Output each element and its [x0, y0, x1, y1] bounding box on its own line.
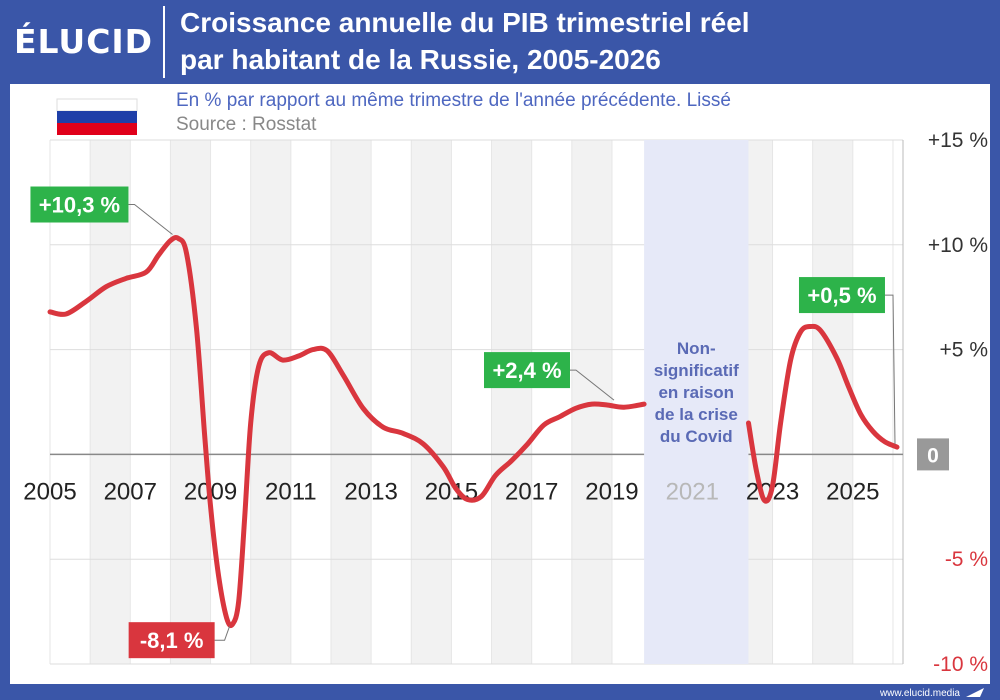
x-tick-label: 2017 — [505, 478, 558, 505]
x-tick-label: 2007 — [104, 478, 157, 505]
year-band-2012 — [330, 140, 372, 664]
y-tick-labels: +15 % +10 % +5 % 0 -5 % -10 % — [917, 129, 988, 676]
year-band-2024 — [812, 140, 853, 664]
x-tick-label: 2011 — [265, 478, 317, 505]
footer-url[interactable]: www.elucid.media — [879, 688, 960, 699]
logo-divider — [163, 6, 165, 78]
annotation-label-4: +0,5 % — [807, 283, 876, 308]
flag-stripe-blue — [57, 111, 137, 123]
y-tick-label: +5 % — [940, 339, 988, 362]
x-tick-label: 2019 — [585, 478, 638, 505]
year-band-2010 — [250, 140, 291, 664]
chart-panel: Non-significatif en raison de la crise du C… — [10, 84, 990, 684]
y-tick-label: -5 % — [945, 548, 988, 571]
covid-label-line: en raison — [658, 383, 734, 402]
annotation-label-3: +2,4 % — [492, 358, 561, 383]
year-band-2014 — [411, 140, 452, 664]
annotation-leader-2 — [214, 626, 231, 641]
year-band-2006 — [90, 140, 131, 664]
covid-band-rect — [644, 140, 749, 664]
series-line-segment-1 — [47, 235, 647, 629]
chart-title: Croissance annuelle du PIB trimestriel r… — [180, 4, 980, 78]
annotation-label-1: +10,3 % — [39, 193, 120, 218]
chart-subtitle: En % par rapport au même trimestre de l'… — [176, 90, 731, 111]
annotation-box-3 — [484, 352, 571, 389]
series-line-segment-2 — [746, 323, 900, 504]
flag-stripe-white — [56, 98, 138, 112]
covid-label-line: significatif — [654, 361, 739, 380]
flag-stripe-red — [57, 123, 137, 135]
annotation-box-4 — [798, 277, 885, 314]
y-tick-label: 0 — [927, 444, 939, 467]
line-chart: Non-significatif en raison de la crise du C… — [23, 90, 988, 676]
y-tick-label: +10 % — [928, 234, 988, 257]
title-line-2: par habitant de la Russie, 2005-2026 — [180, 44, 661, 75]
x-tick-label: 2005 — [23, 478, 76, 505]
annotation-leader-3 — [570, 369, 615, 401]
annotation-box-1 — [30, 186, 129, 223]
x-tick-label: 2013 — [344, 478, 397, 505]
gdp-growth-series — [47, 235, 900, 629]
covid-label-line: de la crise — [655, 405, 738, 424]
y-tick-label: -10 % — [933, 653, 988, 676]
annotation-label-2: -8,1 % — [140, 628, 204, 653]
x-tick-label: 2025 — [826, 478, 879, 505]
elucid-mark-icon — [966, 688, 984, 697]
covid-label-line: Non- — [677, 339, 716, 358]
chart-source: Source : Rosstat — [176, 114, 317, 135]
x-tick-label: 2021 — [666, 478, 719, 505]
annotation-leader-1 — [128, 204, 173, 235]
y-tick-label: +15 % — [928, 129, 988, 152]
data-annotations: +10,3 % -8,1 % +2,4 % +0,5 % — [30, 186, 896, 659]
header: ÉLUCID Croissance annuelle du PIB trimes… — [0, 0, 1000, 84]
russia-flag-icon — [56, 98, 138, 135]
covid-band: Non-significatif en raison de la crise du C… — [644, 140, 749, 664]
title-line-1: Croissance annuelle du PIB trimestriel r… — [180, 7, 750, 38]
annotation-leader-4 — [885, 294, 896, 445]
annotation-box-2 — [128, 622, 215, 659]
covid-label-line: du Covid — [660, 427, 733, 446]
zero-label-box — [917, 438, 949, 471]
year-band-2016 — [491, 140, 532, 664]
elucid-logo: ÉLUCID — [14, 22, 154, 61]
